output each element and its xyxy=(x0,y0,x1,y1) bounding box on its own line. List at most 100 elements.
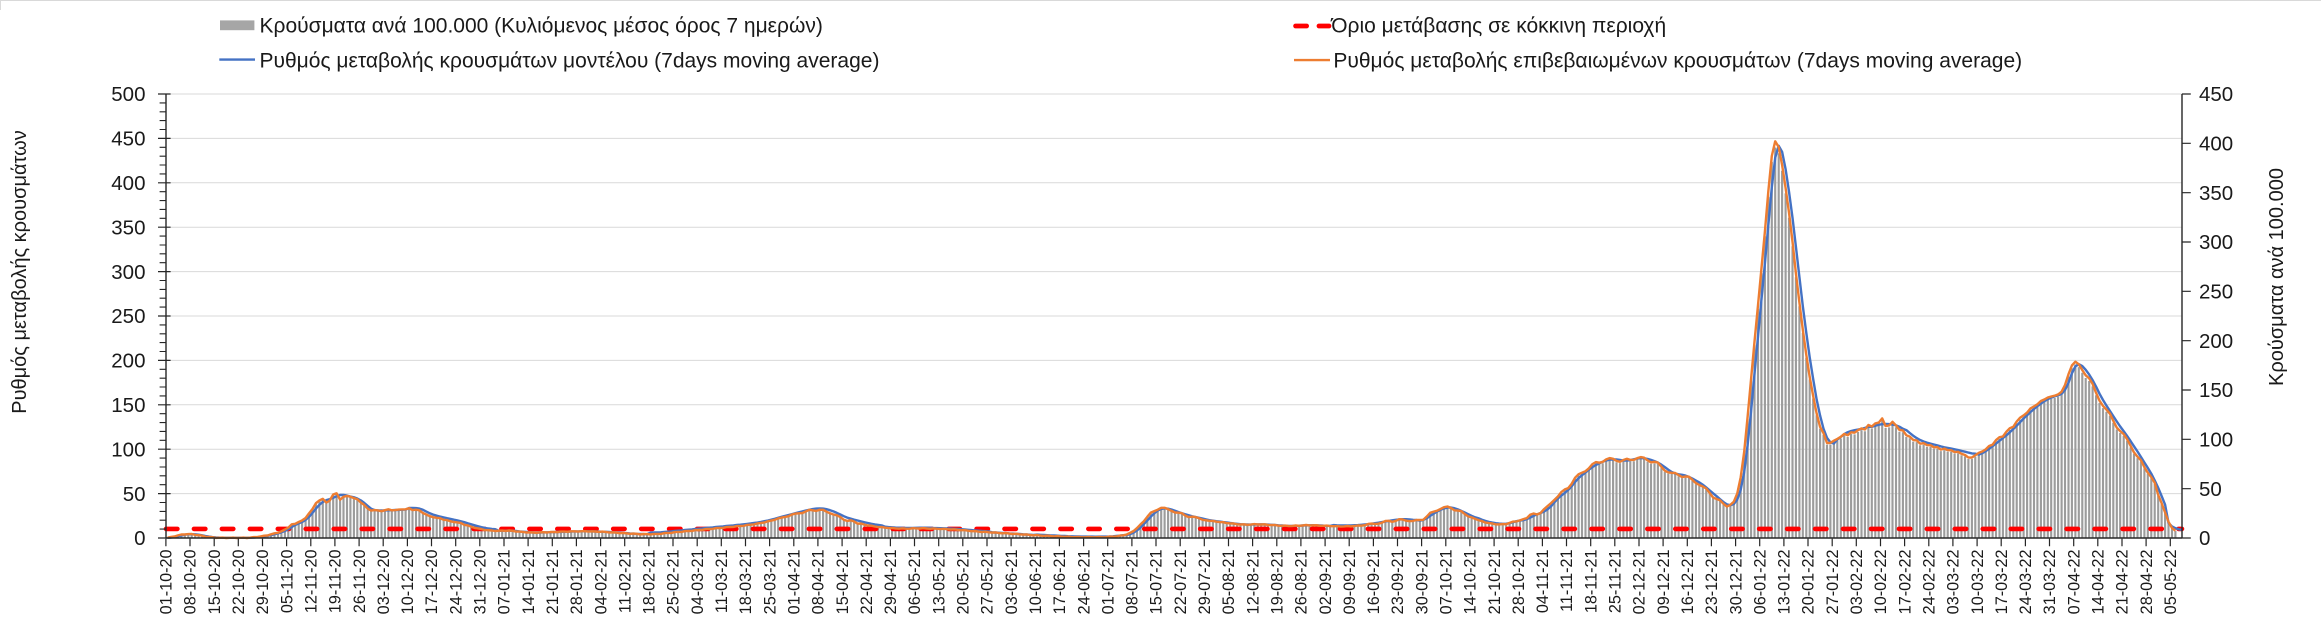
svg-text:29-10-20: 29-10-20 xyxy=(254,550,272,615)
svg-text:Ρυθμός μεταβολής κρουσμάτων μο: Ρυθμός μεταβολής κρουσμάτων μοντέλου (7d… xyxy=(260,49,880,72)
svg-text:05-08-21: 05-08-21 xyxy=(1220,550,1238,615)
svg-text:26-08-21: 26-08-21 xyxy=(1293,550,1311,615)
svg-text:01-04-21: 01-04-21 xyxy=(786,550,804,615)
svg-text:450: 450 xyxy=(111,128,145,151)
svg-text:30-09-21: 30-09-21 xyxy=(1413,550,1431,615)
svg-text:22-07-21: 22-07-21 xyxy=(1172,550,1190,615)
svg-text:14-01-21: 14-01-21 xyxy=(520,550,538,615)
svg-text:18-02-21: 18-02-21 xyxy=(641,550,659,615)
svg-text:28-04-22: 28-04-22 xyxy=(2138,550,2156,615)
svg-text:17-03-22: 17-03-22 xyxy=(1993,550,2011,615)
svg-text:10-06-21: 10-06-21 xyxy=(1027,550,1045,615)
svg-text:12-08-21: 12-08-21 xyxy=(1244,550,1262,615)
svg-text:10-03-22: 10-03-22 xyxy=(1969,550,1987,615)
svg-text:400: 400 xyxy=(111,172,145,195)
svg-text:17-06-21: 17-06-21 xyxy=(1051,550,1069,615)
svg-text:0: 0 xyxy=(2199,527,2210,550)
svg-text:15-07-21: 15-07-21 xyxy=(1148,550,1166,615)
svg-text:01-10-20: 01-10-20 xyxy=(158,550,176,615)
svg-text:20-05-21: 20-05-21 xyxy=(955,550,973,615)
svg-text:18-03-21: 18-03-21 xyxy=(737,550,755,615)
svg-text:09-09-21: 09-09-21 xyxy=(1341,550,1359,615)
svg-text:17-02-22: 17-02-22 xyxy=(1896,550,1914,615)
svg-text:07-01-21: 07-01-21 xyxy=(496,550,514,615)
svg-text:16-12-21: 16-12-21 xyxy=(1679,550,1697,615)
svg-text:27-01-22: 27-01-22 xyxy=(1824,550,1842,615)
svg-text:15-04-21: 15-04-21 xyxy=(834,550,852,615)
svg-text:22-10-20: 22-10-20 xyxy=(230,550,248,615)
svg-text:03-03-22: 03-03-22 xyxy=(1945,550,1963,615)
svg-text:26-11-20: 26-11-20 xyxy=(351,550,369,614)
svg-text:150: 150 xyxy=(111,394,145,417)
svg-text:21-10-21: 21-10-21 xyxy=(1486,550,1504,615)
svg-text:13-01-22: 13-01-22 xyxy=(1776,550,1794,615)
svg-text:03-06-21: 03-06-21 xyxy=(1003,550,1021,615)
svg-text:100: 100 xyxy=(2199,429,2233,452)
svg-text:10-12-20: 10-12-20 xyxy=(399,550,417,615)
svg-text:29-07-21: 29-07-21 xyxy=(1196,550,1214,615)
svg-text:Κρούσματα ανά 100.000: Κρούσματα ανά 100.000 xyxy=(2266,168,2288,386)
svg-text:300: 300 xyxy=(111,261,145,284)
svg-text:09-12-21: 09-12-21 xyxy=(1655,550,1673,615)
svg-text:50: 50 xyxy=(2199,478,2222,501)
svg-text:150: 150 xyxy=(2199,379,2233,402)
svg-text:17-12-20: 17-12-20 xyxy=(423,550,441,615)
svg-text:06-01-22: 06-01-22 xyxy=(1751,550,1769,615)
svg-text:18-11-21: 18-11-21 xyxy=(1582,550,1600,614)
svg-text:04-11-21: 04-11-21 xyxy=(1534,550,1552,614)
svg-text:0: 0 xyxy=(134,527,145,550)
svg-text:07-10-21: 07-10-21 xyxy=(1438,550,1456,615)
svg-text:14-10-21: 14-10-21 xyxy=(1462,550,1480,615)
svg-text:19-11-20: 19-11-20 xyxy=(327,550,345,614)
svg-text:23-09-21: 23-09-21 xyxy=(1389,550,1407,615)
svg-text:200: 200 xyxy=(111,350,145,373)
svg-text:29-04-21: 29-04-21 xyxy=(882,550,900,615)
svg-text:20-01-22: 20-01-22 xyxy=(1800,550,1818,615)
svg-text:100: 100 xyxy=(111,438,145,461)
svg-text:25-02-21: 25-02-21 xyxy=(665,550,683,615)
svg-text:04-02-21: 04-02-21 xyxy=(592,550,610,615)
svg-text:22-04-21: 22-04-21 xyxy=(858,550,876,615)
svg-text:12-11-20: 12-11-20 xyxy=(303,550,321,614)
svg-text:05-05-22: 05-05-22 xyxy=(2162,550,2180,615)
svg-text:450: 450 xyxy=(2199,83,2233,106)
svg-text:24-02-22: 24-02-22 xyxy=(1921,550,1939,615)
svg-text:10-02-22: 10-02-22 xyxy=(1872,550,1890,615)
svg-text:02-12-21: 02-12-21 xyxy=(1631,550,1649,615)
svg-text:350: 350 xyxy=(111,216,145,239)
svg-text:14-04-22: 14-04-22 xyxy=(2090,550,2108,615)
svg-text:15-10-20: 15-10-20 xyxy=(206,550,224,615)
svg-text:03-12-20: 03-12-20 xyxy=(375,550,393,615)
svg-text:300: 300 xyxy=(2199,231,2233,254)
svg-text:400: 400 xyxy=(2199,133,2233,156)
svg-text:50: 50 xyxy=(123,483,146,506)
svg-text:25-03-21: 25-03-21 xyxy=(761,550,779,615)
svg-text:30-12-21: 30-12-21 xyxy=(1727,550,1745,615)
svg-text:24-12-20: 24-12-20 xyxy=(447,550,465,615)
svg-text:250: 250 xyxy=(111,305,145,328)
svg-text:16-09-21: 16-09-21 xyxy=(1365,550,1383,615)
svg-text:27-05-21: 27-05-21 xyxy=(979,550,997,615)
svg-text:Όριο μετάβασης σε κόκκινη περι: Όριο μετάβασης σε κόκκινη περιοχή xyxy=(1330,15,1666,38)
svg-text:04-03-21: 04-03-21 xyxy=(689,550,707,615)
svg-text:31-03-22: 31-03-22 xyxy=(2041,550,2059,615)
svg-text:350: 350 xyxy=(2199,182,2233,205)
svg-text:11-11-21: 11-11-21 xyxy=(1558,550,1576,612)
svg-text:11-03-21: 11-03-21 xyxy=(713,550,731,614)
svg-text:07-04-22: 07-04-22 xyxy=(2065,550,2083,615)
svg-text:01-07-21: 01-07-21 xyxy=(1099,550,1117,615)
svg-text:500: 500 xyxy=(111,83,145,106)
svg-text:08-10-20: 08-10-20 xyxy=(182,550,200,615)
svg-text:08-07-21: 08-07-21 xyxy=(1124,550,1142,615)
svg-text:19-08-21: 19-08-21 xyxy=(1269,550,1287,615)
svg-text:02-09-21: 02-09-21 xyxy=(1317,550,1335,615)
svg-text:24-06-21: 24-06-21 xyxy=(1075,550,1093,615)
svg-text:200: 200 xyxy=(2199,330,2233,353)
svg-text:05-11-20: 05-11-20 xyxy=(278,550,296,614)
svg-text:06-05-21: 06-05-21 xyxy=(906,550,924,615)
svg-text:21-01-21: 21-01-21 xyxy=(544,550,562,615)
svg-text:21-04-22: 21-04-22 xyxy=(2114,550,2132,615)
svg-text:31-12-20: 31-12-20 xyxy=(472,550,490,615)
svg-text:08-04-21: 08-04-21 xyxy=(810,550,828,615)
svg-text:25-11-21: 25-11-21 xyxy=(1607,550,1625,614)
